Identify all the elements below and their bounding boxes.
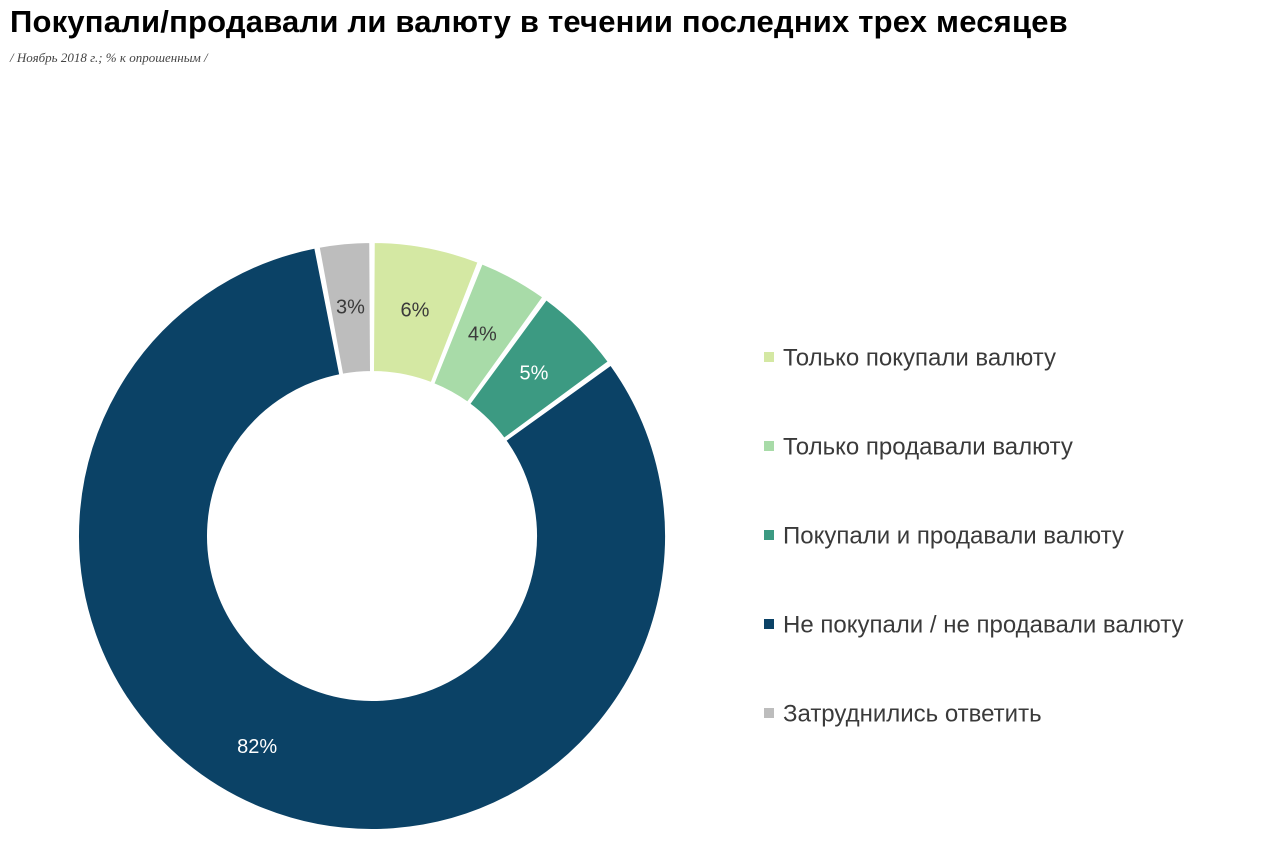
chart-title: Покупали/продавали ли валюту в течении п…: [10, 4, 1068, 39]
legend-item-2: Только продавали валюту: [764, 433, 1073, 462]
donut-chart: 6% 4% 5% 82% 3%: [77, 240, 667, 831]
donut-slice-4: [77, 246, 667, 831]
slice-label-2: 4%: [468, 324, 497, 346]
slice-label-3: 5%: [519, 362, 548, 384]
legend-item-1: Только покупали валюту: [764, 344, 1056, 373]
legend-swatch: [764, 707, 774, 718]
legend-label: Только продавали валюту: [783, 433, 1073, 461]
legend-label: Затруднились ответить: [783, 700, 1042, 728]
legend-swatch: [764, 351, 774, 362]
legend-label: Покупали и продавали валюту: [783, 522, 1124, 550]
legend-label: Не покупали / не продавали валюту: [783, 611, 1184, 639]
donut-slice-3: [467, 297, 611, 441]
slice-label-5: 3%: [336, 296, 365, 318]
slice-label-1: 6%: [400, 299, 429, 321]
legend-label: Только покупали валюту: [783, 344, 1056, 372]
slice-label-4: 82%: [237, 736, 277, 758]
legend-swatch: [764, 618, 774, 629]
legend-swatch: [764, 529, 774, 540]
chart-subtitle: / Ноябрь 2018 г.; % к опрошенным /: [10, 50, 208, 65]
legend-item-5: Затруднились ответить: [764, 700, 1042, 729]
donut-slice-2: [431, 261, 545, 405]
legend-item-3: Покупали и продавали валюту: [764, 522, 1124, 551]
legend-swatch: [764, 440, 774, 451]
legend-item-4: Не покупали / не продавали валюту: [764, 611, 1183, 640]
donut-slice-1: [371, 240, 480, 385]
donut-slice-5: [317, 240, 373, 376]
